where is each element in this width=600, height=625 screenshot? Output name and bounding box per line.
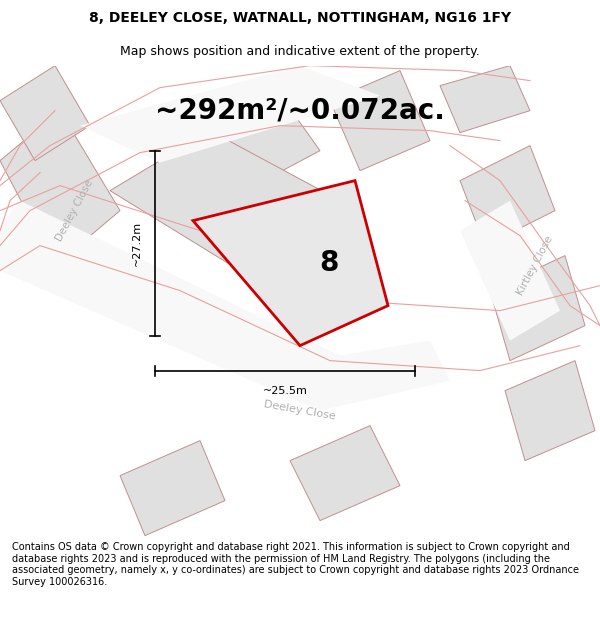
Polygon shape bbox=[110, 131, 340, 271]
Text: Contains OS data © Crown copyright and database right 2021. This information is : Contains OS data © Crown copyright and d… bbox=[12, 542, 579, 587]
Text: 8: 8 bbox=[319, 249, 338, 277]
Text: ~25.5m: ~25.5m bbox=[263, 386, 307, 396]
Polygon shape bbox=[0, 66, 90, 161]
Text: Deeley Close: Deeley Close bbox=[263, 399, 337, 422]
Polygon shape bbox=[0, 201, 450, 411]
Text: Deeley Close: Deeley Close bbox=[55, 178, 95, 243]
Text: ~292m²/~0.072ac.: ~292m²/~0.072ac. bbox=[155, 97, 445, 124]
Text: 8, DEELEY CLOSE, WATNALL, NOTTINGHAM, NG16 1FY: 8, DEELEY CLOSE, WATNALL, NOTTINGHAM, NG… bbox=[89, 11, 511, 26]
Text: ~27.2m: ~27.2m bbox=[132, 221, 142, 266]
Polygon shape bbox=[460, 201, 560, 341]
Text: Kirtley Close: Kirtley Close bbox=[515, 234, 555, 297]
Polygon shape bbox=[290, 426, 400, 521]
Polygon shape bbox=[490, 256, 585, 361]
Polygon shape bbox=[193, 181, 388, 346]
Polygon shape bbox=[505, 361, 595, 461]
Text: Map shows position and indicative extent of the property.: Map shows position and indicative extent… bbox=[120, 45, 480, 58]
Polygon shape bbox=[0, 111, 120, 266]
Polygon shape bbox=[460, 146, 555, 246]
Polygon shape bbox=[330, 71, 430, 171]
Polygon shape bbox=[440, 66, 530, 132]
Polygon shape bbox=[120, 441, 225, 536]
Polygon shape bbox=[190, 81, 320, 191]
Polygon shape bbox=[80, 66, 380, 162]
